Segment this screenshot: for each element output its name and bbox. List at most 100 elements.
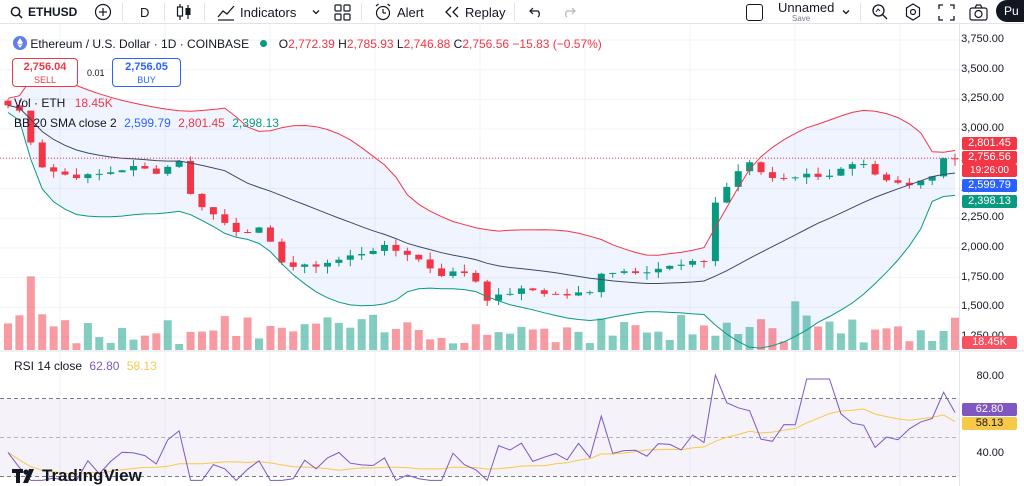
bollinger-legend[interactable]: BB 20 SMA close 2 2,599.79 2,801.45 2,39… — [14, 116, 279, 130]
symbol-legend[interactable]: Ethereum / U.S. Dollar · 1D · COINBASE O… — [13, 36, 602, 51]
candle-body — [61, 171, 69, 175]
volume-bar — [802, 315, 811, 350]
volume-bar — [197, 331, 206, 350]
ohlc-close-value: 2,756.56 — [462, 37, 510, 51]
toolbar-divider — [361, 3, 362, 21]
quick-search-button[interactable] — [871, 0, 889, 24]
indicators-dropdown[interactable] — [311, 0, 321, 24]
replay-button[interactable]: Replay — [444, 0, 505, 24]
candle-body — [209, 207, 217, 215]
snapshot-button[interactable] — [969, 0, 988, 24]
volume-bar — [859, 342, 868, 350]
rsi-value: 62.80 — [89, 359, 120, 373]
volume-bar — [654, 331, 663, 350]
rsi-ma-tag: 58.13 — [962, 417, 1017, 430]
checkbox-icon — [746, 3, 763, 21]
candle-body — [4, 100, 12, 106]
indicators-label: Indicators — [240, 4, 297, 20]
volume-bar — [312, 323, 321, 350]
volume-bar — [323, 317, 332, 350]
candle-body — [72, 174, 80, 179]
layout-name: Unnamed — [778, 0, 835, 15]
candle-body — [757, 162, 765, 173]
volume-bar — [814, 326, 823, 350]
layout-name-button[interactable]: Unnamed — [778, 0, 834, 19]
candle-body — [164, 166, 172, 174]
volume-value: 18.45K — [74, 96, 113, 110]
candle-body — [198, 193, 206, 208]
rewind-icon — [445, 6, 459, 18]
candle-body — [84, 174, 92, 179]
candle-body — [392, 244, 400, 251]
compare-button[interactable] — [94, 0, 112, 24]
candle-body — [848, 164, 856, 169]
volume-bar — [471, 324, 480, 350]
rsi-ma-line — [7, 408, 956, 475]
volume-bar — [232, 335, 241, 350]
price-chart[interactable] — [0, 24, 1024, 486]
candle-body — [586, 292, 594, 294]
ohlc-open-value: 2,772.39 — [288, 37, 335, 51]
rsi-value-tag: 62.80 — [962, 403, 1017, 416]
candle-body — [700, 261, 708, 263]
fullscreen-button[interactable] — [938, 0, 955, 24]
candle-body — [141, 166, 149, 169]
layouts-button[interactable] — [334, 0, 351, 24]
layout-dropdown[interactable] — [841, 0, 851, 24]
rsi-label: RSI 14 close — [14, 359, 83, 373]
redo-icon — [565, 7, 576, 18]
volume-bar — [140, 335, 149, 350]
fullscreen-icon — [938, 3, 955, 21]
candle-body — [232, 222, 240, 233]
volume-bar — [414, 329, 423, 350]
undo-button[interactable] — [529, 0, 543, 24]
volume-bar — [289, 331, 298, 350]
candle-body — [221, 214, 229, 223]
volume-bar — [266, 325, 275, 350]
price-axis-label: 2,250.00 — [961, 211, 1004, 224]
layout-checkbox[interactable] — [746, 0, 763, 24]
candle-body — [746, 162, 754, 172]
volume-bar — [677, 315, 686, 350]
volume-bar — [699, 325, 708, 350]
indicators-button[interactable]: Indicators — [217, 0, 296, 24]
buy-button[interactable]: 2,756.05 BUY — [112, 58, 181, 87]
sell-label: SELL — [33, 75, 57, 85]
candle-body — [403, 250, 411, 255]
publish-button[interactable]: Pu — [996, 0, 1024, 22]
volume-bar — [528, 329, 537, 350]
chart-type-button[interactable] — [176, 0, 192, 24]
bar-countdown-tag: 19:26:00 — [962, 164, 1017, 177]
sell-button[interactable]: 2,756.04 SELL — [12, 58, 78, 87]
ohlc-low-value: 2,746.88 — [403, 37, 451, 51]
volume-legend[interactable]: Vol · ETH 18.45K — [14, 96, 113, 110]
redo-button[interactable] — [562, 0, 576, 24]
volume-bar — [426, 339, 435, 350]
alert-label: Alert — [397, 4, 424, 20]
ohlc-low-key: L — [396, 37, 404, 51]
candle-body — [415, 254, 423, 260]
volume-bar — [494, 332, 503, 350]
candle-body — [871, 164, 879, 175]
volume-bar — [551, 342, 560, 350]
candle-body — [323, 262, 331, 267]
tradingview-logo[interactable]: TradingView — [12, 466, 142, 486]
candle-body — [95, 173, 103, 175]
volume-bar — [688, 334, 697, 350]
rsi-legend[interactable]: RSI 14 close 62.80 58.13 — [14, 359, 157, 373]
alert-button[interactable]: Alert — [374, 0, 424, 24]
publish-label: Pu — [1004, 4, 1019, 18]
volume-bar — [871, 329, 880, 350]
candle-body — [711, 202, 719, 262]
eth-logo-icon — [13, 36, 27, 50]
replay-label: Replay — [465, 4, 506, 20]
interval-button[interactable]: D — [140, 0, 149, 24]
zoom-search-icon — [872, 4, 888, 20]
candle-body — [734, 171, 742, 187]
volume-bar — [631, 325, 640, 350]
volume-bar — [448, 343, 457, 350]
spread-value: 0.01 — [87, 68, 105, 78]
toolbar-divider — [204, 3, 205, 21]
settings-button[interactable] — [904, 0, 922, 24]
symbol-search[interactable]: ETHUSD — [10, 0, 77, 24]
